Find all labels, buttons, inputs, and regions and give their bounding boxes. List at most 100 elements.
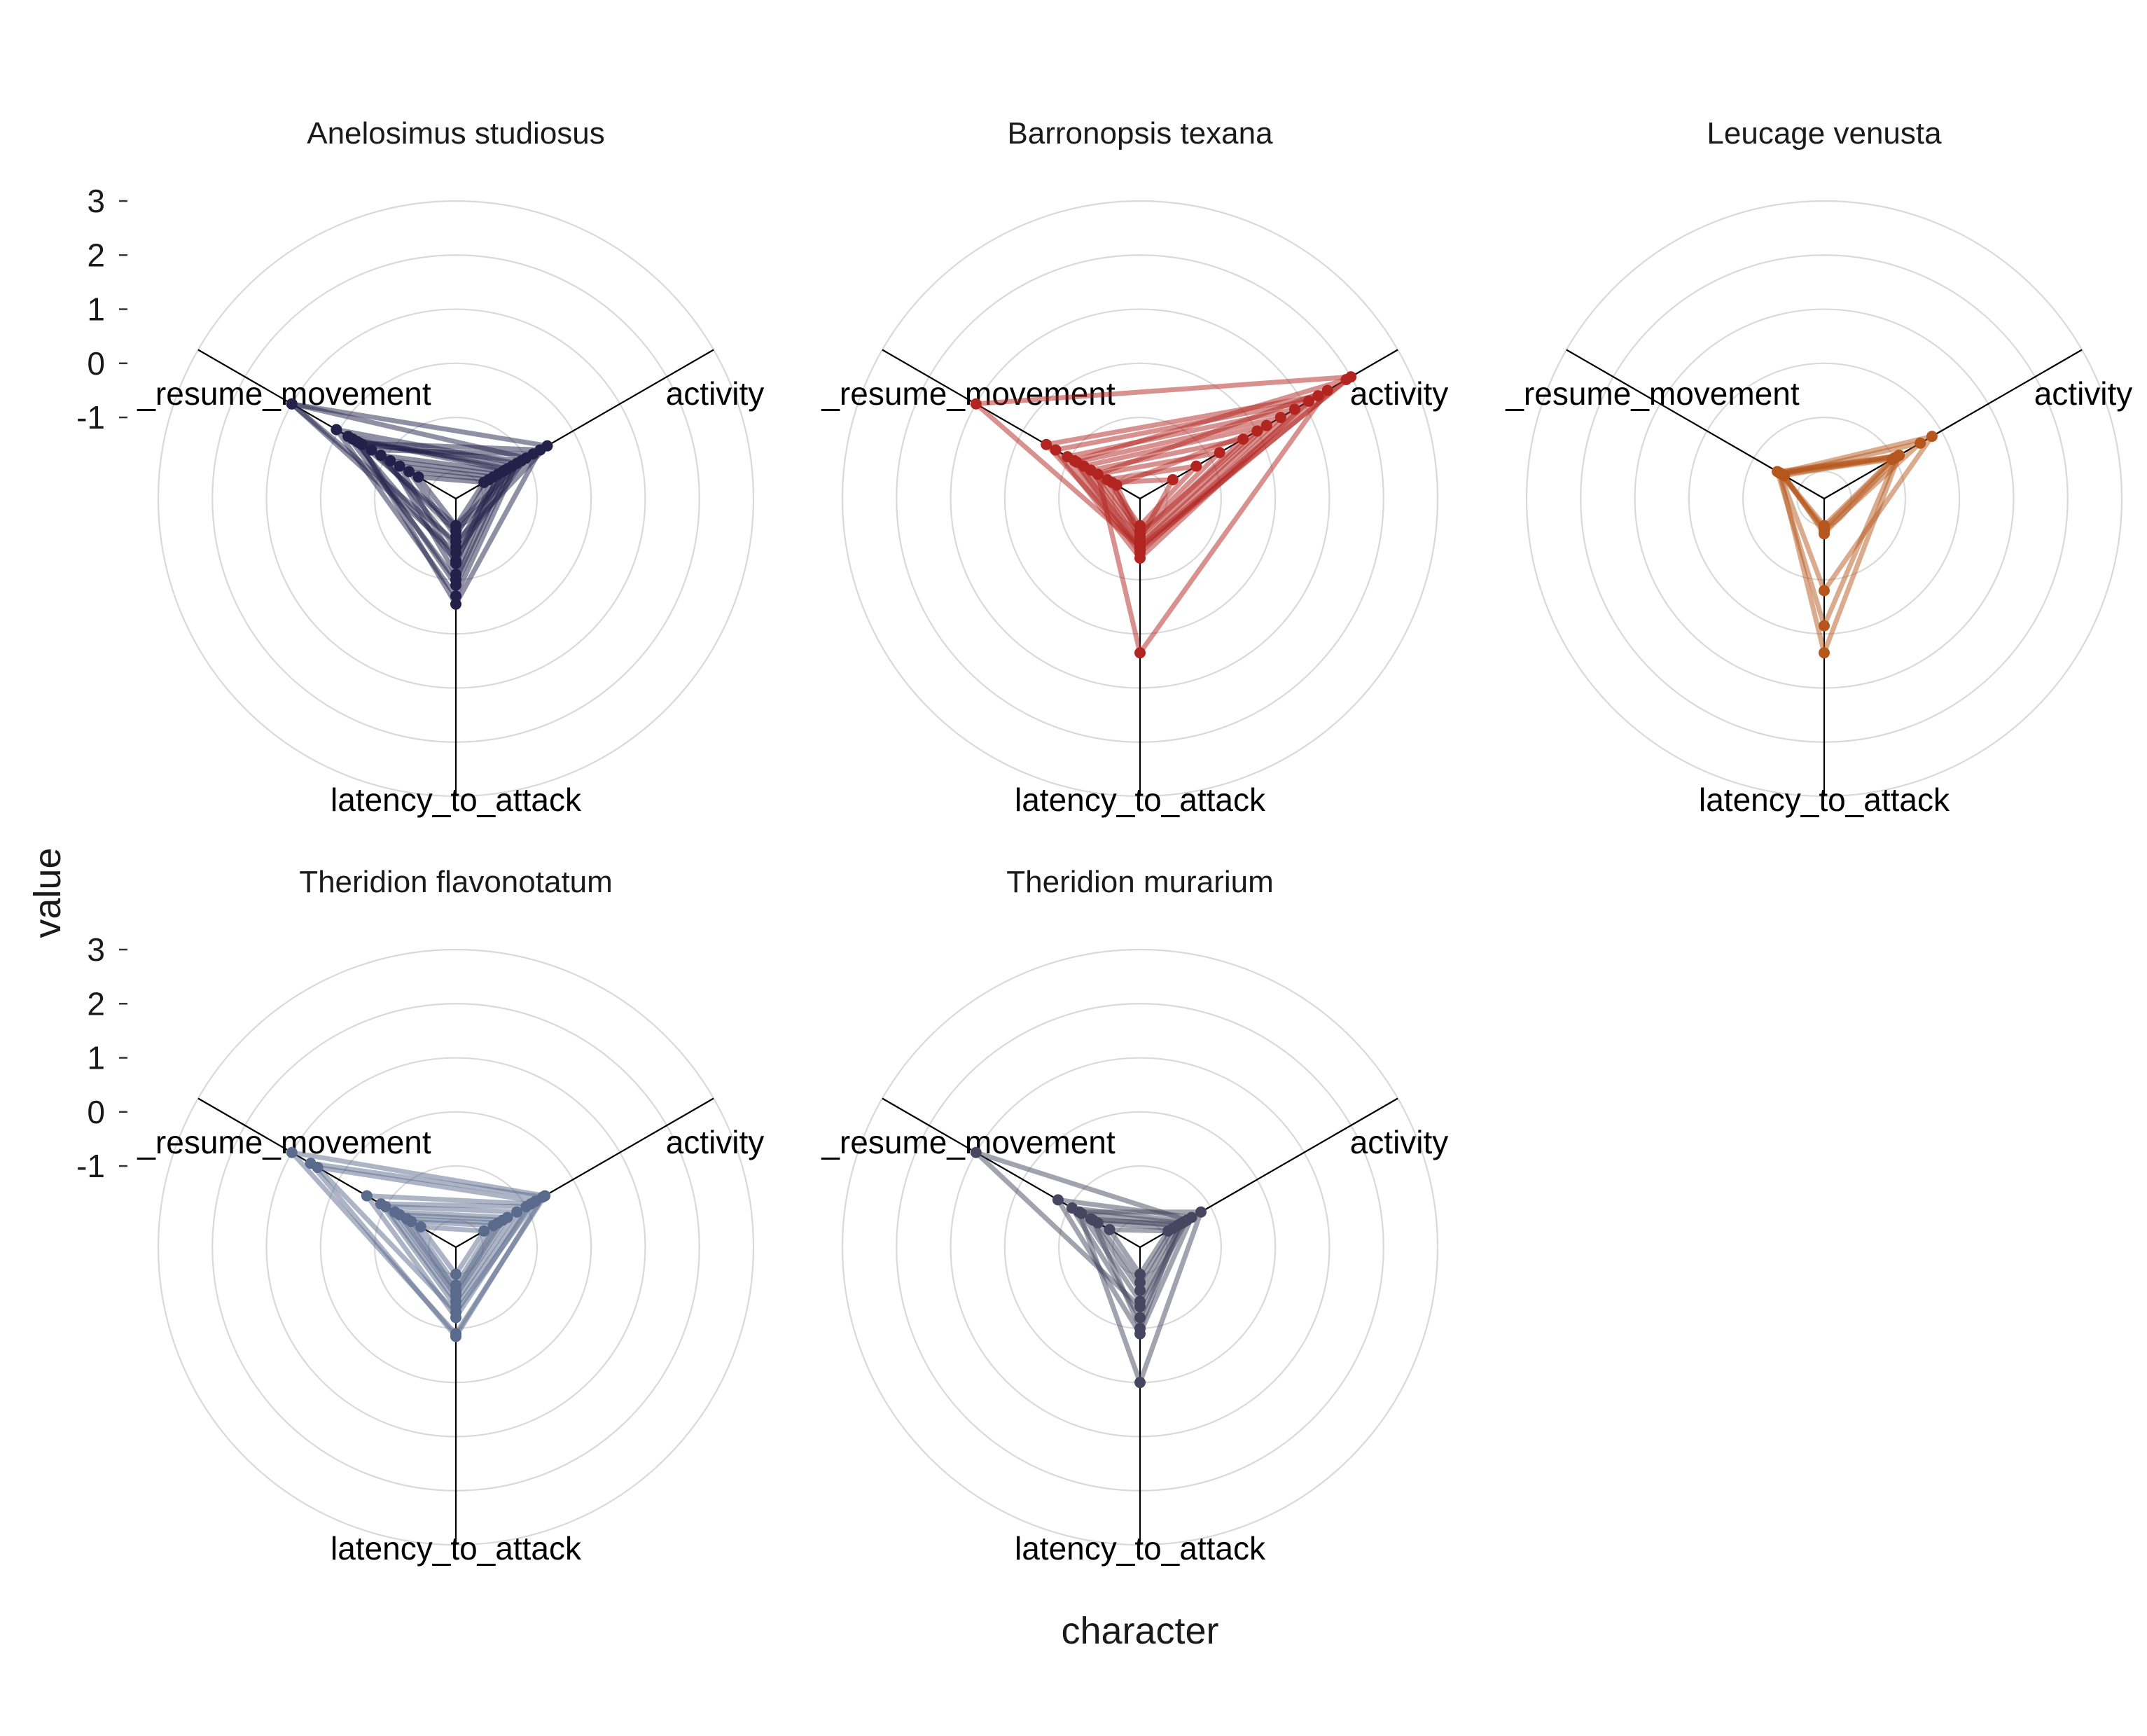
series-outline — [1107, 1227, 1171, 1277]
data-point-latency_to_attack — [1134, 1284, 1146, 1296]
value-axis-ticks: -1 0 1 2 3 -1 0 1 2 3 — [76, 183, 127, 1184]
data-point-_resume_movement — [1052, 1194, 1064, 1206]
data-point-latency_to_attack — [1819, 647, 1830, 659]
value-tick-label: 1 — [87, 291, 105, 328]
value-tick-label: 2 — [87, 237, 105, 273]
data-point-activity — [1251, 425, 1263, 437]
data-point-_resume_movement — [1776, 468, 1788, 480]
series-outline — [1090, 1217, 1183, 1331]
data-point-latency_to_attack — [450, 598, 461, 610]
spoke-label-latency_to_attack: latency_to_attack — [1015, 1530, 1266, 1567]
series-outline — [397, 464, 496, 567]
series-outline — [1779, 457, 1895, 529]
series-outline — [404, 1216, 501, 1293]
data-point-_resume_movement — [394, 460, 405, 472]
value-tick-label: 3 — [87, 931, 105, 968]
data-point-latency_to_attack — [450, 520, 461, 532]
value-tick-label: -1 — [76, 1148, 105, 1184]
data-point-_resume_movement — [970, 398, 982, 410]
facet-title: Theridion flavonotatum — [299, 865, 613, 899]
series-outline — [1777, 433, 1935, 593]
data-point-latency_to_attack — [1134, 1377, 1146, 1389]
data-point-_resume_movement — [1088, 1214, 1099, 1226]
data-point-activity — [499, 464, 511, 476]
data-point-_resume_movement — [312, 1162, 324, 1174]
data-point-_resume_movement — [1092, 468, 1104, 480]
value-tick-label: 0 — [87, 345, 105, 382]
data-point-_resume_movement — [1041, 438, 1052, 450]
data-point-_resume_movement — [354, 437, 366, 449]
data-point-latency_to_attack — [1134, 541, 1146, 553]
data-point-latency_to_attack — [1819, 520, 1830, 532]
series-outline — [415, 474, 487, 529]
series-outline — [406, 468, 492, 539]
data-point-_resume_movement — [286, 398, 298, 410]
data-point-activity — [1195, 1206, 1207, 1218]
data-point-latency_to_attack — [1134, 533, 1146, 545]
spoke-label-activity: activity — [666, 375, 765, 412]
data-point-activity — [1926, 431, 1938, 443]
data-point-latency_to_attack — [450, 1331, 461, 1342]
data-point-activity — [1260, 419, 1272, 431]
data-point-activity — [1274, 412, 1286, 424]
facet-panels: activity latency_to_attack _resume_movemen… — [137, 116, 2132, 1567]
series-outline — [1071, 377, 1349, 553]
spoke-activity — [1823, 349, 2083, 499]
data-point-_resume_movement — [361, 1190, 373, 1202]
data-point-_resume_movement — [1104, 1223, 1116, 1235]
data-point-activity — [525, 1198, 537, 1210]
data-point-activity — [1174, 1218, 1186, 1230]
series-outline — [378, 1201, 529, 1310]
data-point-activity — [487, 1220, 499, 1232]
spoke-label-activity: activity — [2034, 375, 2133, 412]
radar-panel: activity latency_to_attack _resume_movemen… — [821, 116, 1448, 818]
radar-panel: activity latency_to_attack _resume_movemen… — [137, 865, 764, 1567]
series-outline — [1109, 477, 1176, 542]
series-outline — [1095, 450, 1223, 534]
value-tick-label: 1 — [87, 1040, 105, 1076]
data-point-_resume_movement — [331, 424, 342, 436]
data-point-_resume_movement — [1106, 476, 1118, 488]
data-point-_resume_movement — [1066, 1202, 1078, 1214]
facet-title: Leucage venusta — [1707, 116, 1942, 151]
facet-title: Anelosimus studiosus — [307, 116, 605, 151]
spoke-label-_resume_movement: _resume_movement — [821, 1124, 1116, 1160]
y-axis-title: value — [27, 847, 69, 938]
data-point-_resume_movement — [970, 1146, 982, 1158]
data-point-_resume_movement — [405, 1216, 417, 1228]
series-outline — [418, 1224, 487, 1277]
data-point-_resume_movement — [403, 466, 415, 478]
data-point-latency_to_attack — [450, 569, 461, 581]
facet-title: Barronopsis texana — [1007, 116, 1273, 151]
data-point-_resume_movement — [1069, 454, 1081, 466]
value-tick-label: -1 — [76, 399, 105, 436]
series-outline — [350, 436, 508, 564]
spoke-label-activity: activity — [666, 1124, 765, 1160]
data-point-_resume_movement — [380, 1201, 391, 1213]
facet-title: Theridion murarium — [1006, 865, 1273, 899]
data-point-activity — [510, 1206, 522, 1218]
data-point-_resume_movement — [412, 471, 424, 483]
data-point-activity — [478, 476, 490, 488]
series-outline — [364, 1193, 534, 1320]
data-point-activity — [1167, 473, 1179, 485]
spoke-label-_resume_movement: _resume_movement — [137, 1124, 431, 1160]
series-outline — [289, 401, 529, 555]
data-point-latency_to_attack — [450, 1312, 461, 1324]
spoke-label-activity: activity — [1350, 375, 1449, 412]
data-point-activity — [1214, 447, 1225, 459]
data-point-_resume_movement — [286, 1146, 298, 1158]
data-point-activity — [534, 444, 546, 456]
radar-panel: activity latency_to_attack _resume_movemen… — [137, 116, 764, 818]
data-point-latency_to_attack — [450, 1268, 461, 1280]
spoke-label-latency_to_attack: latency_to_attack — [331, 1530, 582, 1567]
spoke-label-activity: activity — [1350, 1124, 1449, 1160]
series-outline — [1081, 423, 1270, 545]
data-point-activity — [1162, 1225, 1174, 1237]
data-point-latency_to_attack — [1819, 620, 1830, 632]
radar-panel: activity latency_to_attack _resume_movemen… — [1505, 116, 2132, 818]
data-point-_resume_movement — [415, 1221, 426, 1233]
spoke-label-latency_to_attack: latency_to_attack — [331, 782, 582, 818]
data-point-latency_to_attack — [1819, 585, 1830, 597]
